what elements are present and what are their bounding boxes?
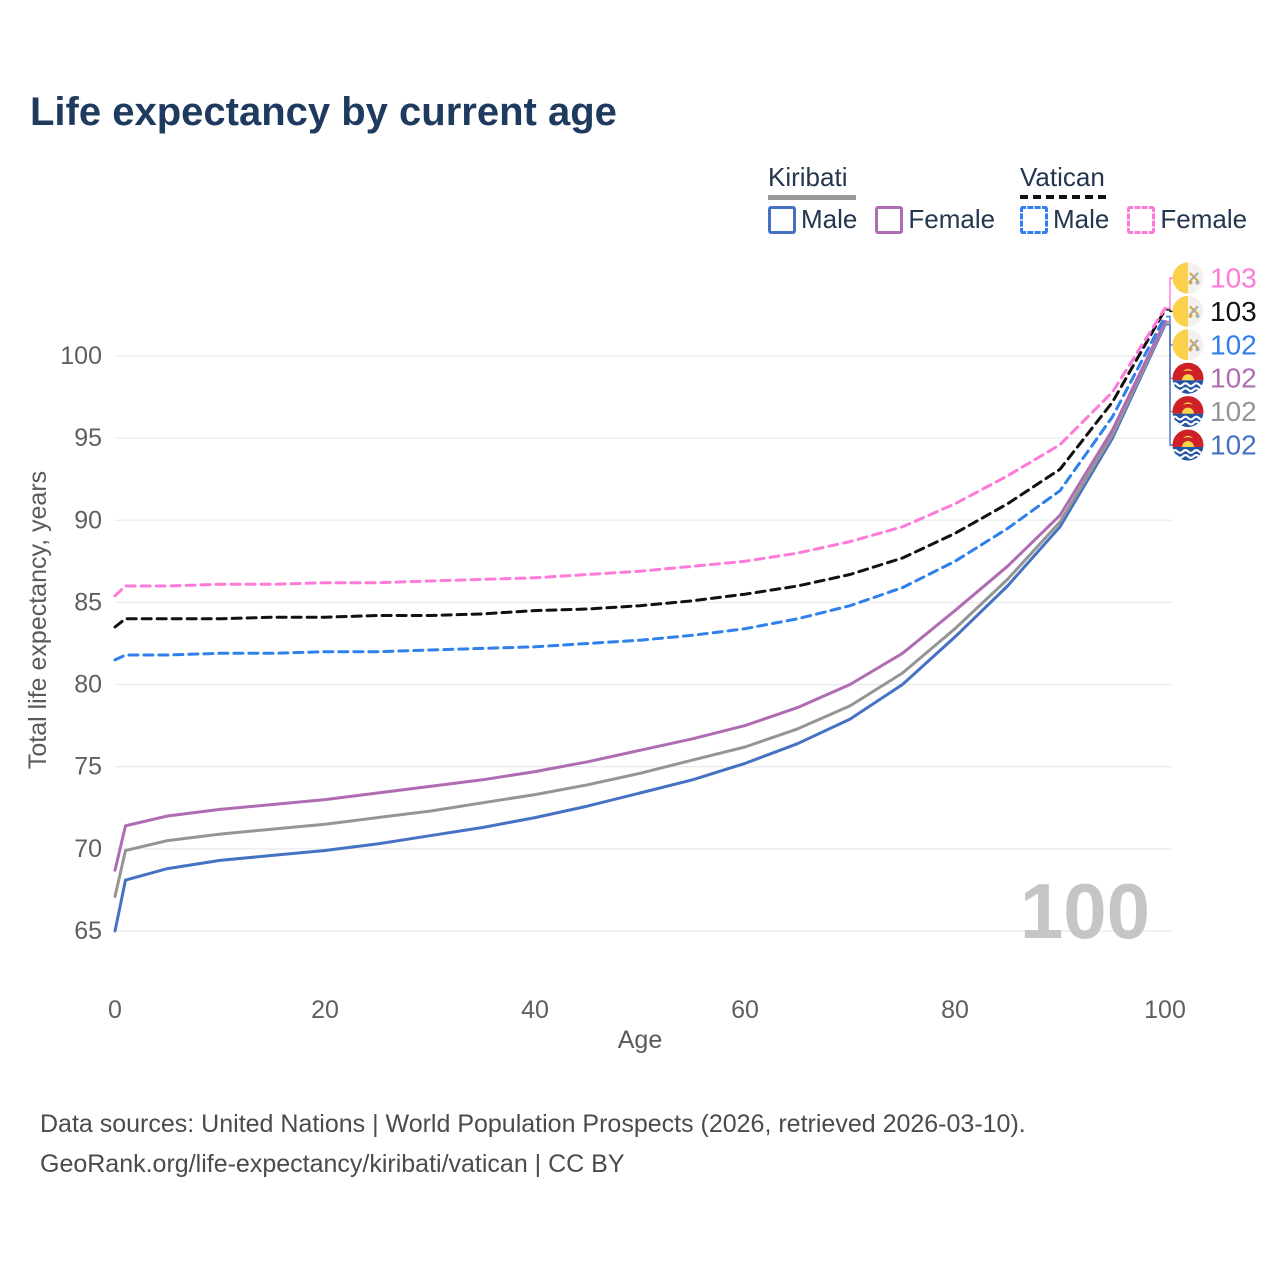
x-tick-label: 80 (941, 996, 969, 1024)
series-line-kiribati-both-sexes (113, 321, 1167, 898)
legend-item-label: Female (908, 204, 996, 234)
end-value-label: 102 (1210, 430, 1257, 461)
y-tick-label: 90 (74, 506, 102, 534)
dashed-pink-swatch-icon (1127, 205, 1156, 234)
y-tick-label: 75 (74, 753, 102, 781)
x-tick-label: 0 (108, 996, 122, 1024)
y-axis-title: Total life expectancy, years (24, 471, 52, 769)
legend: Kiribati Male Female Vatican Male (768, 162, 1268, 240)
vatican-flag-icon (1172, 329, 1204, 361)
series-line-vatican-male (113, 315, 1167, 662)
y-tick-label: 80 (74, 671, 102, 699)
y-tick-label: 65 (74, 917, 102, 945)
footer: Data sources: United Nations | World Pop… (40, 1104, 1026, 1184)
end-value-label: 103 (1210, 296, 1257, 327)
legend-item-vatican-female[interactable]: Female (1127, 204, 1247, 235)
end-label-connector (1166, 277, 1173, 309)
series-line-vatican-both-sexes (113, 308, 1167, 629)
y-tick-label: 95 (74, 424, 102, 452)
vatican-flag-icon (1172, 262, 1204, 294)
solid-line-style-icon (768, 195, 856, 200)
series-line-vatican-female (113, 306, 1167, 598)
end-label-connector (1166, 324, 1173, 446)
dashed-line-style-icon (1020, 195, 1106, 199)
vatican-flag-icon (1172, 295, 1204, 327)
end-label-connector (1166, 320, 1173, 379)
legend-item-label: Male (801, 204, 858, 234)
series-line-kiribati-female (113, 319, 1167, 872)
x-axis-title: Age (618, 1026, 662, 1054)
legend-item-vatican-male[interactable]: Male (1020, 204, 1109, 235)
end-value-label: 102 (1210, 396, 1257, 427)
legend-group-name: Kiribati (768, 162, 848, 192)
solid-blue-swatch-icon (768, 205, 796, 234)
footer-url-line: GeoRank.org/life-expectancy/kiribati/vat… (40, 1150, 625, 1178)
watermark-age-label: 100 (1020, 867, 1150, 955)
end-label-connector (1166, 309, 1173, 313)
x-tick-label: 60 (731, 996, 759, 1024)
kiribati-flag-icon (1172, 362, 1204, 394)
y-tick-label: 70 (74, 835, 102, 863)
legend-item-kiribati-female[interactable]: Female (875, 204, 995, 235)
legend-item-label: Female (1160, 204, 1248, 234)
series-line-kiribati-male (113, 323, 1167, 933)
end-value-label: 103 (1210, 263, 1257, 294)
end-label-connector (1166, 322, 1173, 413)
x-tick-label: 100 (1144, 996, 1186, 1024)
end-value-label: 102 (1210, 329, 1257, 360)
end-value-label: 102 (1210, 363, 1257, 394)
dashed-blue-swatch-icon (1020, 205, 1048, 234)
legend-items: Male Female (1020, 204, 1247, 235)
kiribati-flag-icon (1172, 396, 1204, 428)
legend-item-kiribati-male[interactable]: Male (768, 204, 857, 235)
legend-group-name: Vatican (1020, 162, 1105, 192)
y-tick-label: 85 (74, 588, 102, 616)
legend-items: Male Female (768, 204, 995, 235)
footer-source-line: Data sources: United Nations | World Pop… (40, 1110, 1026, 1138)
legend-item-label: Male (1053, 204, 1110, 234)
x-tick-label: 20 (311, 996, 339, 1024)
y-tick-label: 100 (60, 342, 102, 370)
kiribati-flag-icon (1172, 429, 1204, 461)
solid-purple-swatch-icon (875, 205, 904, 234)
page-title: Life expectancy by current age (30, 90, 617, 134)
x-tick-label: 40 (521, 996, 549, 1024)
